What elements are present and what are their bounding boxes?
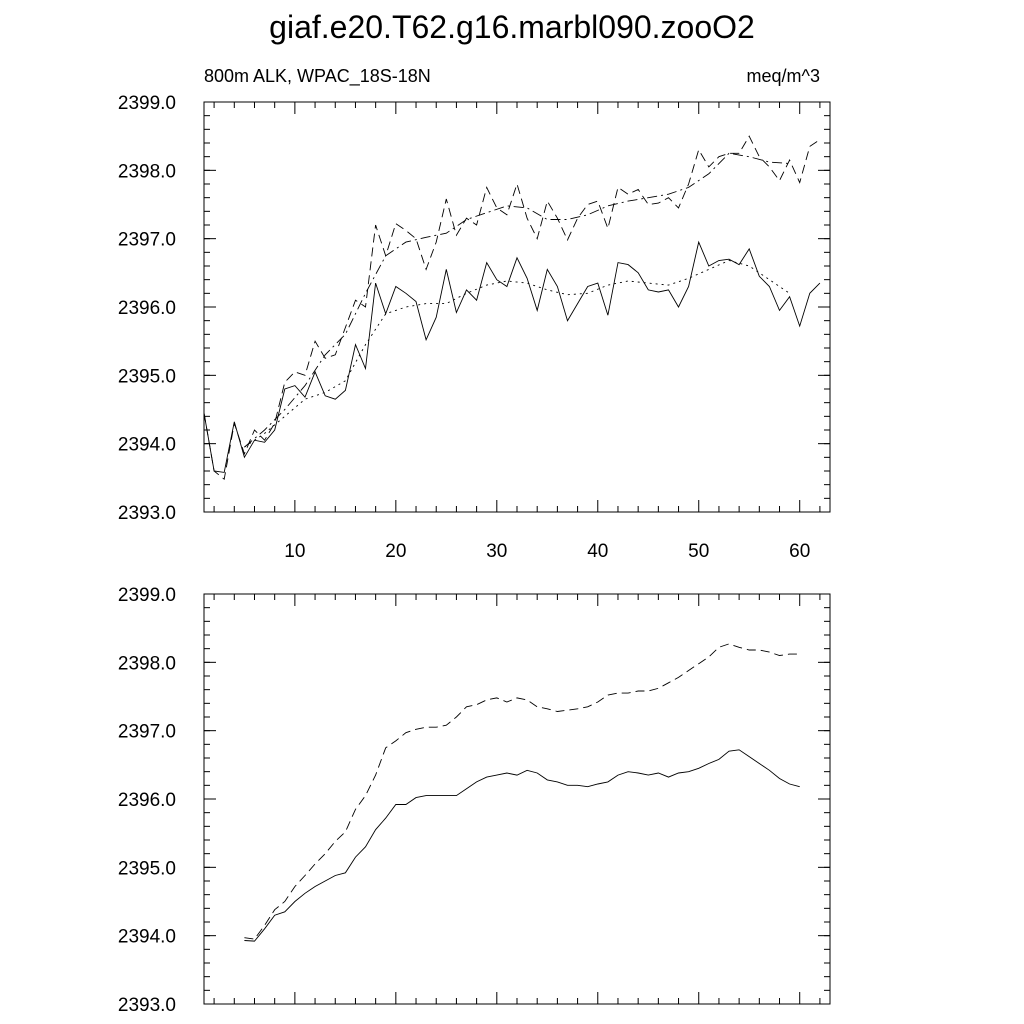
bottom-y-tick-label: 2399.0 — [118, 585, 176, 606]
bottom-y-tick-label: 2396.0 — [118, 790, 176, 811]
top-y-tick-label: 2397.0 — [118, 230, 176, 251]
top-panel-subtitle-right: meq/m^3 — [747, 66, 820, 86]
bottom-series-dashed-line — [244, 643, 800, 940]
top-series-dash-dot-line — [244, 152, 790, 448]
top-x-tick-label: 30 — [486, 541, 507, 562]
bottom-panel: 2393.0 2394.0 2395.0 2396.0 2397.0 2398.0 2399… — [118, 585, 831, 1016]
top-y-tick-label: 2395.0 — [118, 366, 176, 387]
top-x-tick-label: 40 — [587, 541, 608, 562]
top-y-tick-label: 2394.0 — [118, 435, 176, 456]
bottom-series-solid-line — [244, 749, 800, 942]
top-y-tick-label: 2393.0 — [118, 503, 176, 524]
bottom-y-tick-label: 2395.0 — [118, 858, 176, 879]
top-y-tick-label: 2399.0 — [118, 93, 176, 114]
bottom-y-tick-label: 2393.0 — [118, 995, 176, 1016]
top-x-tick-label: 20 — [385, 541, 406, 562]
top-panel-subtitle-left: 800m ALK, WPAC_18S-18N — [204, 66, 431, 87]
top-x-tick-label: 50 — [688, 541, 709, 562]
top-panel: 800m ALK, WPAC_18S-18N meq/m^3 2393.0 239… — [118, 66, 831, 562]
top-series-dashed-line — [203, 135, 821, 481]
bottom-y-tick-label: 2398.0 — [118, 653, 176, 674]
top-x-tick-label: 10 — [284, 541, 305, 562]
chart-title: giaf.e20.T62.g16.marbl090.zooO2 — [269, 9, 755, 45]
top-y-tick-label: 2398.0 — [118, 161, 176, 182]
top-panel-frame — [203, 101, 831, 513]
top-x-tick-label: 60 — [789, 541, 810, 562]
top-series-solid-line — [203, 240, 821, 473]
bottom-panel-frame — [203, 593, 831, 1005]
bottom-y-tick-label: 2397.0 — [118, 722, 176, 743]
bottom-y-tick-label: 2394.0 — [118, 927, 176, 948]
top-series-dotted-line — [244, 260, 790, 448]
top-y-tick-label: 2396.0 — [118, 298, 176, 319]
